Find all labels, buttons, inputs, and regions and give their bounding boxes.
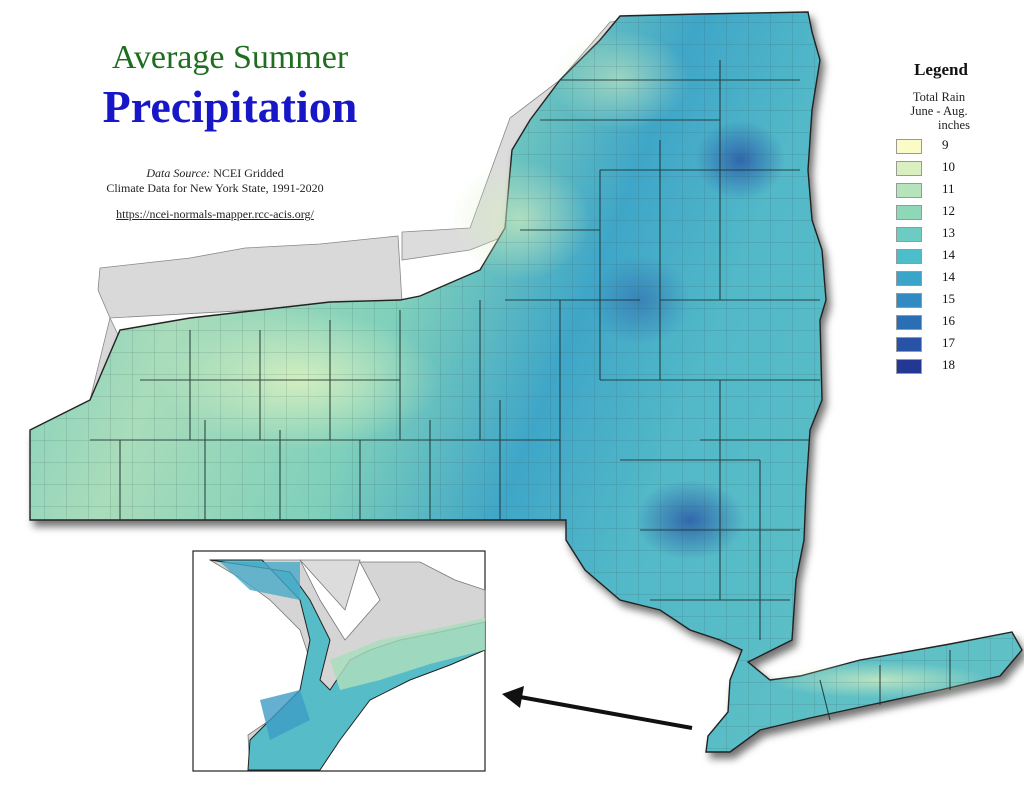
legend-item: 12 xyxy=(884,202,994,224)
source-text2: Climate Data for New York State, 1991-20… xyxy=(106,181,324,195)
legend-label: 12 xyxy=(942,203,955,218)
legend-label: 16 xyxy=(942,313,955,328)
legend-label: 18 xyxy=(942,357,955,372)
legend-subtitle-line1: Total Rain xyxy=(912,90,966,104)
legend-swatch xyxy=(896,139,922,154)
legend-item: 16 xyxy=(884,312,994,334)
legend-label: 11 xyxy=(942,181,955,196)
lake-area xyxy=(97,235,403,319)
legend: Legend Total Rain June - Aug. inches 9 10… xyxy=(884,60,994,378)
legend-swatch xyxy=(896,249,922,264)
legend-item: 9 xyxy=(884,136,994,158)
legend-item: 10 xyxy=(884,158,994,180)
legend-item: 15 xyxy=(884,290,994,312)
legend-label: 13 xyxy=(942,225,955,240)
data-source: Data Source: NCEI Gridded Climate Data f… xyxy=(70,166,360,196)
legend-items: 9 10 11 12 13 14 14 15 16 17 18 xyxy=(884,136,994,378)
legend-subtitle-line2: June - Aug. xyxy=(910,104,968,118)
inset-map xyxy=(208,559,486,771)
legend-swatch xyxy=(896,205,922,220)
legend-item: 14 xyxy=(884,246,994,268)
legend-swatch xyxy=(896,161,922,176)
legend-item: 17 xyxy=(884,334,994,356)
legend-label: 15 xyxy=(942,291,955,306)
legend-label: 17 xyxy=(942,335,955,350)
legend-swatch xyxy=(896,337,922,352)
legend-title: Legend xyxy=(914,60,968,79)
legend-item: 18 xyxy=(884,356,994,378)
legend-label: 10 xyxy=(942,159,955,174)
legend-item: 13 xyxy=(884,224,994,246)
source-label: Data Source: xyxy=(146,166,211,180)
legend-item: 14 xyxy=(884,268,994,290)
legend-swatch xyxy=(896,271,922,286)
legend-label: 14 xyxy=(942,269,955,284)
legend-swatch xyxy=(896,359,922,374)
title-line1: Average Summer xyxy=(111,39,349,76)
source-url[interactable]: https://ncei-normals-mapper.rcc-acis.org… xyxy=(116,207,314,221)
legend-swatch xyxy=(896,315,922,330)
legend-label: 14 xyxy=(942,247,955,262)
legend-swatch xyxy=(896,183,922,198)
legend-item: 11 xyxy=(884,180,994,202)
title-block: Average Summer Precipitation xyxy=(60,38,400,136)
legend-label: 9 xyxy=(942,137,949,152)
legend-subtitle: Total Rain June - Aug. inches xyxy=(884,90,994,132)
source-text1: NCEI Gridded xyxy=(213,166,284,180)
county-lines xyxy=(90,60,951,721)
legend-subtitle-line3: inches xyxy=(938,118,970,132)
arrow-icon xyxy=(502,686,693,730)
page-title: Precipitation xyxy=(102,81,358,132)
legend-swatch xyxy=(896,293,922,308)
legend-swatch xyxy=(896,227,922,242)
